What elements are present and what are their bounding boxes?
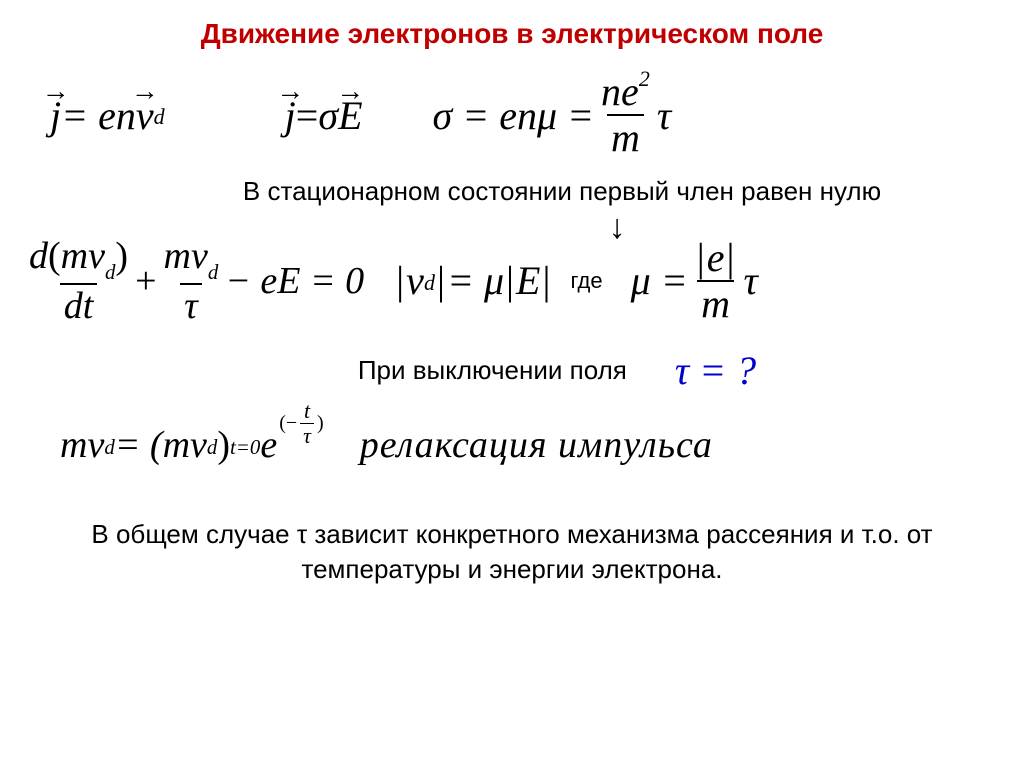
paren-close: ) — [115, 235, 128, 277]
equation-row-3: mvd = (mvd) t=0 e (− t τ ) релаксация им… — [0, 422, 1024, 469]
fraction-mvd-tau: mvd τ — [160, 237, 223, 325]
den-dt: dt — [60, 283, 98, 325]
subscript-d: d — [154, 104, 165, 130]
eq-sigma-def: σ = enμ = ne2 m τ — [433, 72, 672, 158]
eq-part: = en — [61, 92, 136, 139]
abs-l2: | — [504, 257, 516, 304]
exp-num: t — [301, 400, 313, 423]
plus-sign: + — [135, 259, 156, 303]
switchoff-note: При выключении поля — [358, 355, 627, 386]
eq-motion: d(mvd) dt + mvd τ − eE = 0 — [22, 237, 364, 325]
eq-open: = (mv — [115, 423, 207, 467]
d-op: d — [29, 235, 48, 277]
eq-mu: = μ — [447, 257, 504, 304]
mu-eq: μ = — [631, 257, 688, 304]
tau-question: τ = ? — [675, 347, 756, 394]
paren-open: ( — [48, 235, 61, 277]
den-m2: m — [697, 280, 734, 324]
E-mid: E — [516, 257, 540, 304]
num-ne: ne — [601, 69, 639, 114]
vector-j: j — [50, 92, 61, 139]
vector-j2: j — [285, 92, 296, 139]
where-label: где — [571, 268, 603, 294]
den-m: m — [607, 114, 644, 158]
relaxation-label: релаксация импульса — [360, 423, 713, 467]
vector-E: E — [338, 92, 362, 139]
sub-d4: d — [104, 435, 114, 460]
abs-r2: | — [540, 257, 552, 304]
fraction-e-m: |e| m — [691, 238, 741, 324]
eq-mu-def: μ = |e| m τ — [631, 238, 758, 324]
exp-open: (− — [279, 412, 297, 435]
fraction-ne2-m: ne2 m — [597, 72, 654, 158]
equation-row-2: d(mvd) dt + mvd τ − eE = 0 |vd| = μ |E| … — [0, 237, 1024, 325]
abs-l3: | — [695, 235, 707, 280]
exp-close: ) — [317, 412, 324, 435]
lhs-mv: mv — [60, 423, 104, 467]
sigma-en-mu: σ = enμ = — [433, 92, 595, 139]
e-base: e — [260, 423, 277, 467]
slide-title: Движение электронов в электрическом поле — [0, 0, 1024, 50]
eq-vd-muE: |vd| = μ |E| — [394, 257, 552, 304]
bottom-paragraph: В общем случае τ зависит конкретного мех… — [0, 517, 1024, 587]
sub-d5: d — [207, 435, 217, 460]
mv2: mv — [164, 235, 208, 277]
fraction-t-tau: t τ — [300, 400, 314, 447]
mv: mv — [61, 235, 105, 277]
eq-relax: mvd = (mvd) t=0 e (− t τ ) — [60, 422, 324, 469]
sup-2: 2 — [639, 66, 650, 91]
sub-d3: d — [424, 270, 435, 296]
v-mid: v — [406, 257, 424, 304]
sub-d1: d — [105, 260, 115, 284]
tau-post: τ — [743, 257, 757, 304]
vector-v: v — [136, 92, 154, 139]
tau1: τ — [657, 92, 671, 139]
paren-close2: ) — [217, 423, 230, 467]
fraction-dmvd-dt: d(mvd) dt — [25, 237, 132, 325]
switchoff-row: При выключении поля τ = ? — [0, 347, 1024, 394]
e-charge: e — [707, 235, 725, 280]
abs-r3: | — [724, 235, 736, 280]
sub-t0: t=0 — [230, 435, 260, 460]
sub-d2: d — [208, 260, 218, 284]
equation-row-1: j = en v d j = σ E σ = enμ = ne2 m τ — [0, 72, 1024, 158]
eq-j-sigmaE: j = σ E — [285, 92, 363, 139]
stationary-note: В стационарном состоянии первый член рав… — [0, 176, 1024, 207]
den-tau: τ — [180, 283, 202, 325]
abs-l1: | — [394, 257, 406, 304]
minus-eE: − eE = 0 — [225, 259, 364, 303]
sigma: σ — [318, 92, 338, 139]
eq-j-env: j = en v d — [50, 92, 165, 139]
abs-r1: | — [435, 257, 447, 304]
exp-den: τ — [300, 423, 314, 447]
